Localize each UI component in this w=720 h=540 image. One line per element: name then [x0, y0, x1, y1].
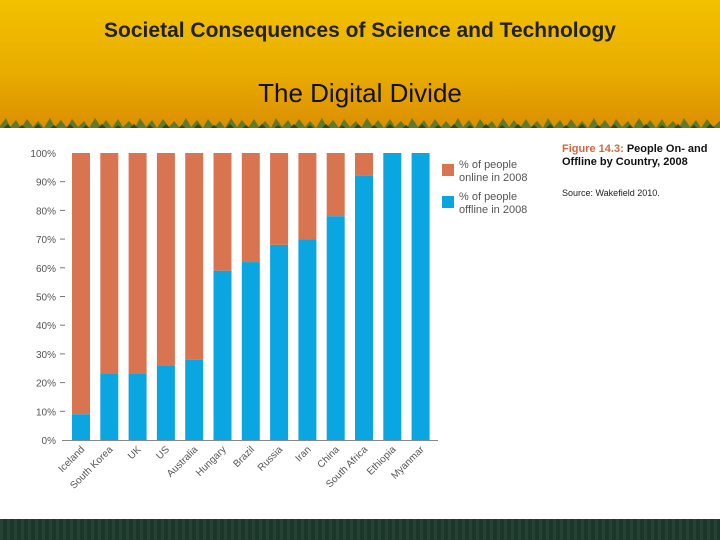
slide-subtitle: The Digital Divide — [258, 78, 462, 108]
bar-online — [355, 153, 373, 176]
y-tick-label: 30% — [36, 350, 56, 361]
bar-online — [241, 153, 260, 263]
bar-offline — [411, 153, 430, 440]
x-tick-label: UK — [126, 444, 144, 462]
bar-offline — [213, 270, 232, 440]
x-tick-label: Hungary — [194, 444, 229, 479]
figure-number: Figure 14.3: — [562, 143, 624, 155]
legend-label: % of people online in 2008 — [459, 159, 528, 184]
figure-source: Source: Wakefield 2010. — [562, 188, 660, 198]
bar-offline — [270, 244, 289, 440]
bar-offline — [355, 175, 373, 440]
bar-online — [185, 153, 204, 360]
footer-bar — [0, 519, 720, 540]
grass-decoration — [0, 118, 720, 128]
y-tick-label: 100% — [30, 149, 56, 160]
bar-online — [72, 153, 90, 415]
y-tick-label: 10% — [36, 407, 56, 418]
bar-offline — [72, 414, 90, 440]
y-tick-label: 70% — [36, 235, 56, 246]
bar-offline — [241, 262, 260, 440]
bar-online — [326, 153, 345, 217]
x-tick-label: Australia — [165, 444, 201, 480]
figure-caption: Figure 14.3: People On- and Offline by C… — [562, 143, 718, 169]
bar-online — [270, 153, 289, 245]
y-tick-label: 60% — [36, 264, 56, 275]
bar-offline — [100, 373, 119, 440]
bar-offline — [156, 365, 175, 440]
bar-online — [128, 153, 147, 374]
chart-plot-area: 0%10%20%30%40%50%60%70%80%90%100%Iceland… — [30, 149, 527, 491]
bar-offline — [326, 216, 345, 440]
slide-title: Societal Consequences of Science and Tec… — [104, 19, 616, 42]
legend-swatch — [442, 196, 454, 208]
y-tick-label: 80% — [36, 206, 56, 217]
x-tick-label: Brazil — [231, 444, 256, 469]
bar-offline — [185, 359, 204, 440]
bar-online — [156, 153, 175, 366]
legend-label: % of people offline in 2008 — [459, 191, 527, 216]
x-tick-label: Russia — [256, 444, 286, 474]
bar-offline — [298, 239, 317, 440]
bar-online — [100, 153, 119, 374]
bar-online — [213, 153, 232, 271]
title-banner: Societal Consequences of Science and Tec… — [0, 0, 720, 128]
bar-online — [298, 153, 317, 240]
y-tick-label: 0% — [42, 436, 57, 447]
y-tick-label: 90% — [36, 178, 56, 189]
figure-caption-text: People On- and Offline by Country, 2008 — [562, 143, 708, 168]
stacked-bar-chart: 0%10%20%30%40%50%60%70%80%90%100%Iceland… — [30, 149, 527, 491]
x-tick-label: Iran — [294, 444, 314, 464]
y-tick-label: 50% — [36, 293, 56, 304]
bar-offline — [383, 153, 402, 440]
y-tick-label: 40% — [36, 321, 56, 332]
legend-swatch — [442, 164, 454, 176]
x-tick-label: US — [154, 444, 172, 462]
x-tick-label: China — [316, 444, 343, 471]
bar-offline — [128, 373, 147, 440]
y-tick-label: 20% — [36, 379, 56, 390]
